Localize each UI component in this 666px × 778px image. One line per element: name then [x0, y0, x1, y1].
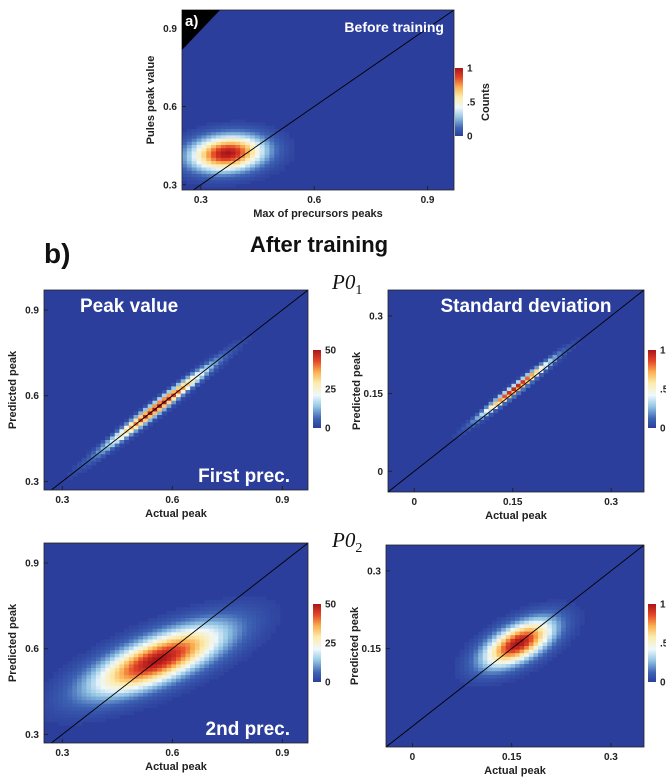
x-tick-label: 0.6	[165, 748, 179, 759]
x-tick-label: 0.6	[307, 195, 321, 206]
x-tick-label: 0.9	[275, 748, 289, 759]
x-tick-label: 0.15	[503, 497, 523, 508]
colorbar	[455, 68, 463, 136]
y-tick-label: 0.3	[369, 311, 383, 322]
colorbar-label: Counts	[480, 83, 492, 121]
identity-line	[386, 545, 644, 747]
colorbar	[313, 350, 321, 428]
row1-label: P01	[332, 270, 362, 299]
y-axis-label: Pules peak value	[145, 56, 157, 145]
x-tick-label: 0.9	[421, 195, 435, 206]
panel-label: a)	[185, 13, 198, 30]
y-tick-label: 0.3	[25, 477, 39, 488]
colorbar-tick-label: 0	[325, 424, 331, 435]
chart-annotation: 2nd prec.	[206, 719, 290, 740]
y-tick-label: 0.9	[25, 559, 39, 570]
x-axis-label: Max of precursors peaks	[253, 208, 383, 220]
x-tick-label: 0.3	[194, 195, 208, 206]
x-axis-label: Actual peak	[485, 510, 548, 522]
axes-box	[43, 289, 309, 491]
heatmap-cells	[44, 596, 281, 726]
identity-line	[388, 290, 644, 492]
x-tick-label: 0.3	[55, 748, 69, 759]
y-tick-label: 0.3	[367, 566, 381, 577]
colorbar-tick-label: 25	[325, 385, 337, 396]
x-tick-label: 0.3	[604, 497, 618, 508]
heatmap-cells	[182, 119, 295, 188]
y-tick-label: 0.9	[163, 24, 177, 35]
axes-box	[387, 289, 645, 493]
y-axis-label: Predicted peak	[349, 606, 361, 685]
y-axis-label: Predicted peak	[7, 603, 19, 682]
y-tick-label: 0.15	[362, 644, 382, 655]
y-tick-label: 0.6	[25, 391, 39, 402]
colorbar	[648, 604, 656, 682]
after-training-title: After training	[250, 232, 389, 257]
colorbar-tick-label: 0	[660, 678, 666, 689]
x-axis-label: Actual peak	[145, 761, 208, 773]
axes-box	[181, 9, 455, 191]
x-tick-label: 0	[411, 497, 417, 508]
chart-annotation: First prec.	[198, 466, 290, 487]
x-tick-label: 0	[410, 752, 416, 763]
colorbar-tick-label: 0	[660, 424, 666, 435]
colorbar-tick-label: 50	[325, 346, 337, 357]
y-axis-label: Predicted peak	[7, 350, 19, 429]
chart-title: Standard deviation	[440, 296, 611, 317]
colorbar-tick-label: 0	[467, 132, 473, 143]
row1-label-main: P0	[332, 270, 356, 294]
row2-label-main: P0	[332, 528, 356, 552]
colorbar-tick-label: .5	[467, 98, 476, 109]
colorbar-tick-label: 0	[325, 678, 331, 689]
x-tick-label: 0.6	[165, 495, 179, 506]
chart-title: Peak value	[80, 296, 178, 317]
x-tick-label: 0.9	[275, 495, 289, 506]
x-tick-label: 0.3	[604, 752, 618, 763]
y-tick-label: 0.15	[364, 389, 384, 400]
axes-box	[43, 542, 309, 744]
axes-box	[385, 544, 645, 748]
colorbar-tick-label: 1	[660, 346, 666, 357]
x-axis-label: Actual peak	[484, 765, 547, 777]
y-axis-label: Predicted peak	[351, 351, 363, 430]
colorbar	[648, 350, 656, 428]
row2-label-sub: 2	[355, 541, 363, 557]
heatmap-cells	[67, 336, 253, 480]
identity-line	[51, 290, 308, 490]
identity-line	[193, 10, 454, 190]
y-tick-label: 0.6	[25, 644, 39, 655]
colorbar	[313, 604, 321, 682]
row1-label-sub: 1	[355, 283, 363, 299]
colorbar-tick-label: .5	[660, 639, 666, 650]
x-tick-label: 0.3	[55, 495, 69, 506]
colorbar-tick-label: 1	[660, 600, 666, 611]
y-tick-label: 0.3	[163, 180, 177, 191]
colorbar-tick-label: 1	[467, 64, 473, 75]
y-tick-label: 0.3	[25, 730, 39, 741]
y-tick-label: 0.9	[25, 306, 39, 317]
section-b-label: b)	[44, 238, 71, 269]
identity-line	[51, 543, 308, 743]
x-tick-label: 0.15	[502, 752, 522, 763]
colorbar-tick-label: 25	[325, 639, 337, 650]
colorbar-tick-label: .5	[660, 385, 666, 396]
y-tick-label: 0	[377, 467, 383, 478]
corner-triangle	[182, 10, 220, 50]
y-tick-label: 0.6	[163, 102, 177, 113]
chart-title: Before training	[344, 19, 444, 35]
colorbar-tick-label: 50	[325, 600, 337, 611]
row2-label: P02	[332, 528, 362, 557]
x-axis-label: Actual peak	[145, 508, 208, 520]
